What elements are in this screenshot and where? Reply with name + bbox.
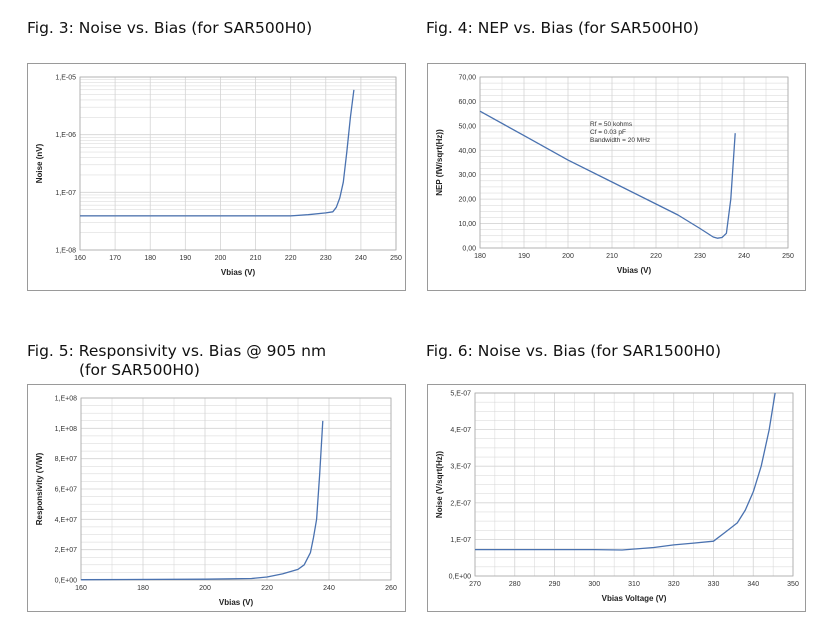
- y-tick-label: 30,00: [458, 172, 476, 179]
- x-tick-label: 340: [747, 581, 759, 588]
- y-tick-label: 6,E+07: [55, 487, 77, 494]
- y-tick-label: 20,00: [458, 197, 476, 204]
- y-tick-label: 0,E+00: [449, 574, 471, 581]
- y-axis-title: Responsivity (V/W): [35, 452, 44, 525]
- y-tick-label: 8,E+07: [55, 456, 77, 463]
- series-line: [80, 420, 324, 581]
- y-tick-label: 50,00: [458, 123, 476, 130]
- y-tick-label: 0,E+00: [55, 578, 77, 585]
- x-tick-label: 250: [782, 253, 794, 260]
- x-tick-label: 210: [606, 253, 618, 260]
- fig5-title-text: Fig. 5: Responsivity vs. Bias @ 905 nm: [27, 342, 327, 360]
- series-line: [475, 392, 776, 551]
- x-tick-label: 250: [390, 255, 402, 262]
- x-tick-label: 160: [75, 585, 87, 592]
- plot-area: [474, 392, 794, 577]
- x-tick-label: 180: [474, 253, 486, 260]
- x-tick-label: 230: [694, 253, 706, 260]
- x-axis-title: Vbias (V): [221, 268, 256, 277]
- fig4-chart-panel: 180 190 200 210 220 230 240 250 0,00 10,00 20,00 30…: [427, 63, 806, 291]
- fig6-title: Fig. 6: Noise vs. Bias (for SAR1500H0): [426, 342, 721, 361]
- x-tick-label: 210: [250, 255, 262, 262]
- chart-annotation: Bandwidth = 20 MHz: [590, 137, 650, 144]
- x-tick-label: 220: [285, 255, 297, 262]
- y-tick-label: 40,00: [458, 148, 476, 155]
- fig6-chart: 270 280 290 300 310 320 330 340 350 0,E+00 1,E-07 2…: [435, 391, 799, 604]
- fig5-chart: 160 180 200 220 240 260 0,E+00 2,E+07 4,E+07 6,E+…: [35, 396, 397, 608]
- x-tick-label: 170: [109, 255, 121, 262]
- chart-annotation: Rf = 50 kohms: [590, 121, 633, 128]
- y-tick-label: 1,E-08: [55, 248, 76, 255]
- x-tick-label: 200: [199, 585, 211, 592]
- x-tick-label: 300: [588, 581, 600, 588]
- y-tick-label: 2,E+07: [55, 547, 77, 554]
- x-tick-label: 220: [261, 585, 273, 592]
- plot-area: [79, 76, 397, 251]
- y-axis-title: Noise (V/sqrt(Hz)): [435, 451, 444, 518]
- fig3-title: Fig. 3: Noise vs. Bias (for SAR500H0): [27, 19, 312, 38]
- fig6-chart-panel: 270 280 290 300 310 320 330 340 350 0,E+00 1,E-07 2…: [427, 384, 806, 612]
- x-tick-label: 330: [708, 581, 720, 588]
- x-axis-title: Vbias Voltage (V): [602, 594, 667, 603]
- gridlines: [479, 76, 789, 249]
- x-tick-label: 180: [144, 255, 156, 262]
- y-axis-title: Noise (nV): [35, 143, 44, 183]
- fig5-chart-panel: 160 180 200 220 240 260 0,E+00 2,E+07 4,E+07 6,E+…: [27, 384, 406, 612]
- y-tick-label: 4,E-07: [450, 427, 471, 434]
- x-tick-label: 280: [509, 581, 521, 588]
- chart-annotation: Cf = 0.03 pF: [590, 129, 626, 136]
- fig5-subtitle: (for SAR500H0): [79, 361, 200, 379]
- x-tick-label: 200: [562, 253, 574, 260]
- plot-area: [479, 76, 789, 249]
- fig4-title-text: Fig. 4: NEP vs. Bias (for SAR500H0): [426, 19, 699, 37]
- fig6-title-text: Fig. 6: Noise vs. Bias (for SAR1500H0): [426, 342, 722, 360]
- y-tick-label: 1,E-06: [55, 132, 76, 139]
- y-tick-label: 3,E-07: [450, 464, 471, 471]
- y-tick-label: 0,00: [462, 246, 476, 253]
- x-tick-label: 350: [787, 581, 799, 588]
- y-tick-label: 1,E-07: [450, 537, 471, 544]
- x-tick-label: 310: [628, 581, 640, 588]
- fig3-title-text: Fig. 3: Noise vs. Bias (for SAR500H0): [27, 19, 313, 37]
- y-tick-label: 10,00: [458, 221, 476, 228]
- y-tick-label: 1,E+08: [55, 426, 77, 433]
- x-tick-label: 200: [215, 255, 227, 262]
- x-axis-title: Vbias (V): [617, 266, 652, 275]
- x-tick-label: 260: [385, 585, 397, 592]
- series-line: [479, 110, 736, 239]
- y-tick-label: 1,E-07: [55, 190, 76, 197]
- fig4-chart: 180 190 200 210 220 230 240 250 0,00 10,00 20,00 30…: [435, 75, 794, 276]
- x-tick-label: 190: [179, 255, 191, 262]
- x-tick-label: 320: [668, 581, 680, 588]
- series-line: [80, 89, 355, 217]
- y-tick-label: 70,00: [458, 75, 476, 82]
- y-tick-label: 60,00: [458, 99, 476, 106]
- y-tick-label: 5,E-07: [450, 391, 471, 398]
- x-tick-label: 230: [320, 255, 332, 262]
- gridlines: [79, 76, 397, 251]
- y-axis-title: NEP (fW/sqrt(Hz)): [435, 129, 444, 196]
- fig4-title: Fig. 4: NEP vs. Bias (for SAR500H0): [426, 19, 699, 38]
- fig3-chart: 160 170 180 190 200 210 220 230 240 250 1,E-08 1,E-…: [35, 75, 402, 278]
- fig5-title: Fig. 5: Responsivity vs. Bias @ 905 nm (…: [27, 342, 326, 380]
- plot-area: [80, 397, 392, 581]
- x-tick-label: 270: [469, 581, 481, 588]
- x-tick-label: 240: [323, 585, 335, 592]
- x-tick-label: 240: [738, 253, 750, 260]
- x-axis-title: Vbias (V): [219, 598, 254, 607]
- y-tick-label: 1,E-05: [55, 75, 76, 82]
- y-tick-label: 1,E+08: [55, 396, 77, 403]
- x-tick-label: 160: [74, 255, 86, 262]
- x-tick-label: 220: [650, 253, 662, 260]
- x-tick-label: 240: [355, 255, 367, 262]
- x-tick-label: 290: [549, 581, 561, 588]
- y-tick-label: 2,E-07: [450, 500, 471, 507]
- x-tick-label: 180: [137, 585, 149, 592]
- y-tick-label: 4,E+07: [55, 517, 77, 524]
- fig3-chart-panel: 160 170 180 190 200 210 220 230 240 250 1,E-08 1,E-…: [27, 63, 406, 291]
- gridlines: [80, 397, 392, 581]
- x-tick-label: 190: [518, 253, 530, 260]
